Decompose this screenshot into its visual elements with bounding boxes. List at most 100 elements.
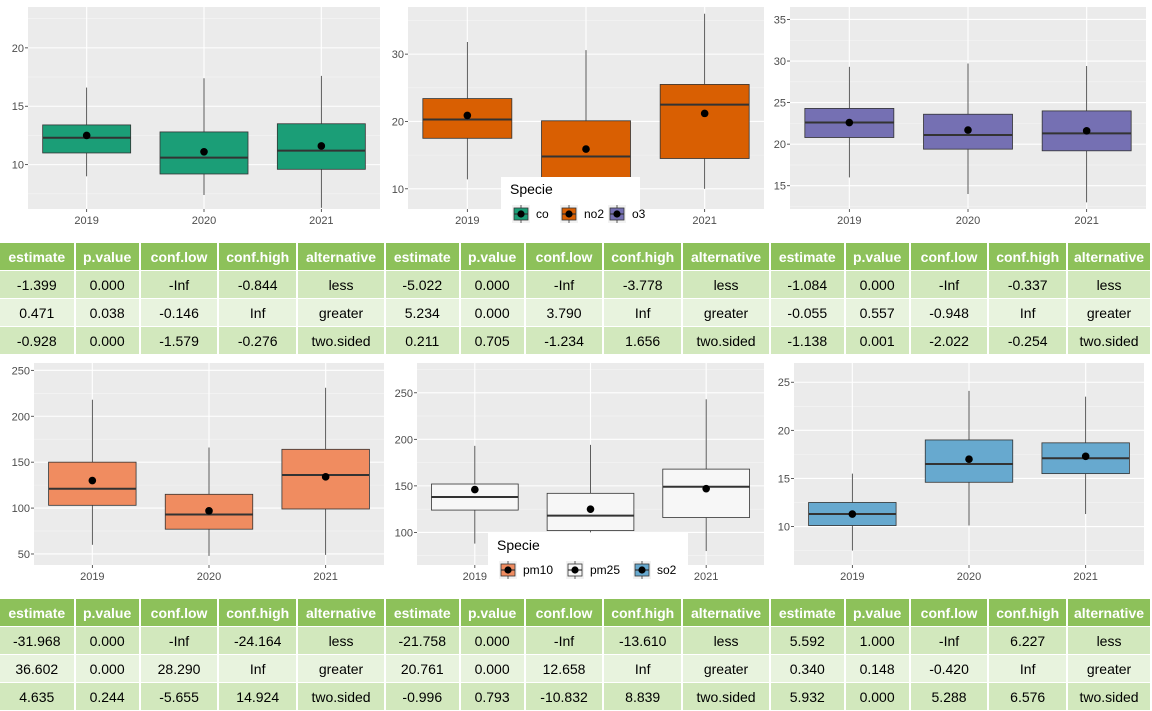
mean-point <box>964 126 972 134</box>
legend-key-point <box>571 566 579 574</box>
test-results-table-bottom: estimate p.value conf.low conf.high alternat… <box>0 599 1152 710</box>
y-tick-label: 20 <box>778 425 790 437</box>
legend-label: pm25 <box>590 563 621 577</box>
box-2020 <box>159 78 249 195</box>
table-cell: -0.928 <box>0 326 76 354</box>
table-cell: less <box>297 626 386 655</box>
table-cell: -13.610 <box>603 626 684 655</box>
table-cell: 0.000 <box>459 654 526 683</box>
table-cell: -Inf <box>139 270 220 299</box>
box-2020 <box>546 444 635 533</box>
box-2021 <box>659 13 750 189</box>
y-tick-label: 10 <box>12 160 24 172</box>
box-2020 <box>923 63 1013 195</box>
x-tick-label: 2019 <box>455 215 479 227</box>
y-tick-label: 20 <box>774 139 786 151</box>
table-cell: two.sided <box>682 326 771 354</box>
mean-point <box>700 109 709 118</box>
table-row: 0.471 0.038 -0.146 Inf greater 5.234 0.000 3.79… <box>0 298 1152 327</box>
mean-point <box>200 147 208 156</box>
boxplot-so2: 10 15 20 25 2019 2020 2021 <box>768 356 1152 596</box>
boxplot-co: 10 15 20 2019 2020 2021 <box>0 0 384 240</box>
legend-key-point <box>504 566 512 574</box>
column-header-conf-low: conf.low <box>139 599 220 627</box>
table-cell: 0.471 <box>0 298 76 327</box>
legend-specie-top: Specie co no2 o3 <box>501 177 645 233</box>
column-header-conf-high: conf.high <box>218 599 299 627</box>
table-cell: 0.000 <box>459 626 526 655</box>
column-header-alternative: alternative <box>1067 243 1152 271</box>
legend-key-so2 <box>633 561 651 579</box>
test-results-table-top: estimate p.value conf.low conf.high alternat… <box>0 243 1152 354</box>
column-header-estimate: estimate <box>0 243 76 271</box>
table-cell: -0.337 <box>988 270 1069 299</box>
legend-label: pm10 <box>523 563 554 577</box>
table-cell: -0.996 <box>385 682 461 710</box>
table-cell: greater <box>297 654 386 683</box>
column-header-estimate: estimate <box>385 599 461 627</box>
column-header-p-value: p.value <box>459 599 526 627</box>
x-tick-label: 2020 <box>956 215 980 227</box>
boxplot-pm10-svg: 50 100 150 200 250 2019 2020 2021 <box>12 363 384 583</box>
table-cell: 0.001 <box>844 326 911 354</box>
legend-title: Specie <box>497 537 540 553</box>
table-cell: -21.758 <box>385 626 461 655</box>
box-2020 <box>541 50 631 209</box>
table-cell: two.sided <box>297 682 386 710</box>
column-header-estimate: estimate <box>770 243 846 271</box>
table-cell: 6.227 <box>988 626 1069 655</box>
table-cell: 0.000 <box>74 626 141 655</box>
box-2020 <box>924 390 1014 526</box>
table-cell: 14.924 <box>218 682 299 710</box>
table-cell: less <box>682 270 771 299</box>
mean-point <box>702 484 710 493</box>
mean-point <box>463 111 472 120</box>
y-tick-label: 10 <box>778 522 790 534</box>
y-tick-label: 15 <box>774 181 786 193</box>
x-tick-label: 2020 <box>197 571 221 583</box>
table-cell: -5.655 <box>139 682 220 710</box>
table-cell: -1.138 <box>770 326 846 354</box>
legend-key-pm10 <box>499 561 517 579</box>
table-cell: -10.832 <box>524 682 605 710</box>
table-cell: less <box>297 270 386 299</box>
box-2021 <box>281 387 370 555</box>
y-tick-label: 25 <box>774 98 786 110</box>
column-header-conf-high: conf.high <box>603 243 684 271</box>
y-tick-label: 35 <box>774 14 786 26</box>
box-2019 <box>42 87 132 177</box>
legend-key-pm25 <box>566 561 584 579</box>
legend-key-point <box>613 210 621 218</box>
x-tick-label: 2021 <box>1074 215 1098 227</box>
y-tick-label: 100 <box>395 527 413 539</box>
column-header-conf-high: conf.high <box>988 599 1069 627</box>
boxplot-o3-svg: 15 20 25 30 35 2019 2020 2021 <box>774 7 1146 227</box>
x-tick-label: 2021 <box>309 215 333 227</box>
table-cell: -2.022 <box>909 326 990 354</box>
table-cell: Inf <box>218 298 299 327</box>
column-header-conf-low: conf.low <box>909 599 990 627</box>
column-header-alternative: alternative <box>297 599 386 627</box>
table-cell: 36.602 <box>0 654 76 683</box>
table-cell: Inf <box>988 298 1069 327</box>
x-tick-label: 2020 <box>192 215 216 227</box>
table-cell: -0.254 <box>988 326 1069 354</box>
table-cell: -Inf <box>909 626 990 655</box>
box-2019 <box>804 66 895 178</box>
legend-label: o3 <box>632 207 646 221</box>
table-cell: -24.164 <box>218 626 299 655</box>
table-cell: 0.000 <box>459 270 526 299</box>
column-header-conf-low: conf.low <box>524 243 605 271</box>
column-header-p-value: p.value <box>74 599 141 627</box>
table-cell: two.sided <box>682 682 771 710</box>
y-tick-label: 20 <box>12 43 24 55</box>
mean-point <box>848 510 857 518</box>
y-tick-label: 15 <box>778 473 790 485</box>
x-tick-label: 2019 <box>837 215 861 227</box>
table-cell: -1.579 <box>139 326 220 354</box>
table-row: -1.399 0.000 -Inf -0.844 less -5.022 0.000 -Inf… <box>0 270 1152 299</box>
table-cell: -0.420 <box>909 654 990 683</box>
table-cell: two.sided <box>1067 326 1152 354</box>
table-cell: less <box>1067 270 1152 299</box>
